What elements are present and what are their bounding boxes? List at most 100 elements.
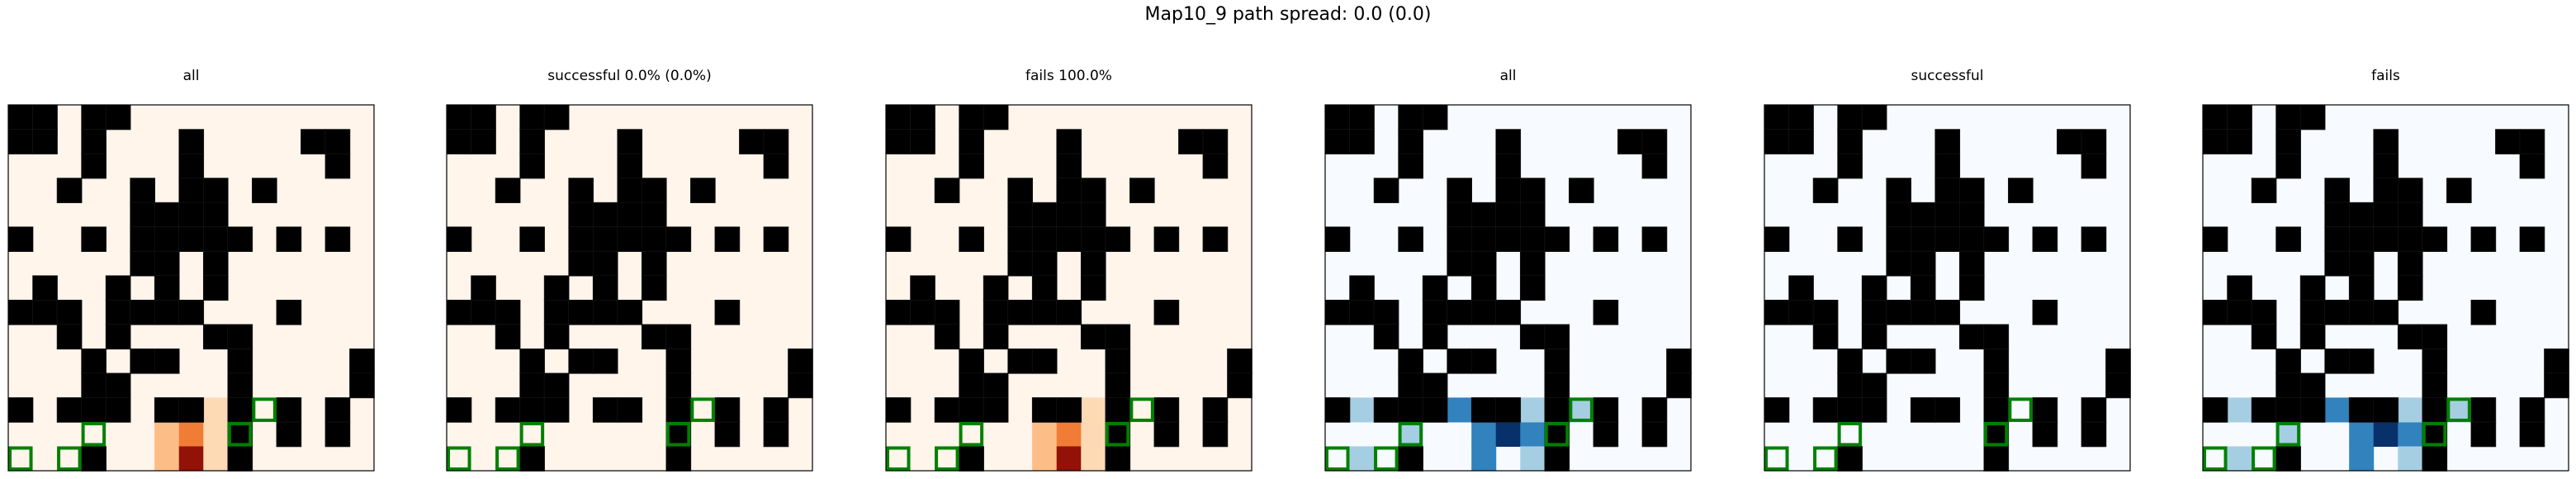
obstacle-cell (1153, 421, 1180, 448)
goal-outline (886, 446, 911, 472)
heat-cell (1032, 421, 1058, 447)
obstacle-cell (2373, 178, 2399, 203)
goal-outline (1837, 421, 1863, 447)
obstacle-cell (1495, 153, 1522, 179)
obstacle-cell (1349, 104, 1375, 130)
heat-cell (2446, 397, 2472, 423)
obstacle-cell (2057, 129, 2082, 154)
heat-cell (1471, 421, 1497, 447)
obstacle-cell (885, 104, 912, 130)
heat-cell (1081, 446, 1106, 472)
obstacle-cell (714, 421, 741, 448)
obstacle-cell (2275, 349, 2301, 374)
goal-outline (2008, 397, 2033, 422)
obstacle-cell (1398, 153, 1423, 179)
obstacle-cell (1324, 129, 1351, 154)
obstacle-cell (349, 372, 375, 399)
obstacle-cell (2032, 397, 2058, 423)
obstacle-cell (1202, 226, 1229, 252)
obstacle-cell (1202, 397, 1229, 423)
obstacle-cell (154, 275, 180, 301)
obstacle-cell (130, 349, 156, 374)
obstacle-cell (1837, 446, 1863, 472)
panel-title: fails 100.0% (1025, 68, 1112, 84)
obstacle-cell (617, 153, 643, 179)
obstacle-cell (1227, 349, 1252, 374)
obstacle-cell (1910, 299, 1936, 325)
obstacle-cell (56, 397, 83, 423)
obstacle-cell (1641, 226, 1668, 252)
obstacle-cell (519, 226, 545, 252)
obstacle-cell (2275, 129, 2301, 154)
obstacle-cell (592, 250, 618, 277)
obstacle-cell (2470, 226, 2497, 252)
obstacle-cell (1398, 372, 1423, 399)
obstacle-cell (543, 275, 570, 301)
obstacle-cell (519, 446, 545, 472)
obstacle-cell (2299, 397, 2326, 423)
obstacle-cell (1788, 275, 1814, 301)
obstacle-cell (959, 226, 984, 252)
heat-cell (1569, 397, 1594, 423)
obstacle-cell (105, 299, 131, 325)
obstacle-cell (2202, 104, 2228, 130)
obstacle-cell (2105, 349, 2131, 374)
obstacle-cell (1666, 349, 1692, 374)
obstacle-cell (959, 397, 984, 423)
obstacle-cell (1056, 226, 1082, 252)
goal-outline (1129, 397, 1154, 422)
obstacle-cell (227, 421, 253, 448)
obstacle-cell (2519, 153, 2545, 179)
obstacle-cell (1495, 202, 1522, 228)
obstacle-cell (1007, 226, 1033, 252)
heat-cell (154, 421, 180, 447)
obstacle-cell (202, 324, 229, 350)
obstacle-cell (1861, 299, 1887, 325)
obstacle-cell (592, 349, 618, 374)
obstacle-cell (2251, 299, 2277, 325)
obstacle-cell (2544, 372, 2569, 399)
obstacle-cell (32, 104, 58, 130)
panel-frame (446, 104, 813, 472)
obstacle-cell (32, 275, 58, 301)
obstacle-cell (202, 250, 229, 277)
heatmap-panel-2: successful 0.0% (0.0%) (446, 68, 813, 472)
obstacle-cell (130, 250, 156, 277)
obstacle-cell (178, 153, 205, 179)
obstacle-cell (2324, 226, 2351, 252)
obstacle-cell (1812, 397, 1839, 423)
obstacle-cell (130, 226, 156, 252)
heat-cell (1081, 397, 1106, 423)
obstacle-cell (1373, 299, 1399, 325)
obstacle-cell (1641, 421, 1668, 448)
obstacle-cell (2227, 104, 2252, 130)
obstacle-cell (1983, 226, 2010, 252)
obstacle-cell (178, 397, 205, 423)
obstacle-cell (2373, 397, 2399, 423)
obstacle-cell (959, 349, 984, 374)
obstacle-cell (7, 129, 34, 154)
obstacle-cell (2202, 226, 2228, 252)
obstacle-cell (1958, 178, 1985, 203)
obstacle-cell (7, 226, 34, 252)
obstacle-cell (227, 446, 253, 472)
obstacle-cell (519, 397, 545, 423)
obstacle-cell (202, 226, 229, 252)
obstacle-cell (1470, 226, 1497, 252)
obstacle-cell (2032, 299, 2058, 325)
obstacle-cell (1544, 446, 1570, 472)
obstacle-cell (2275, 397, 2301, 423)
goal-outline (81, 421, 107, 447)
heat-cell (1056, 421, 1082, 447)
goal-outline (2422, 421, 2447, 447)
obstacle-cell (2373, 202, 2399, 228)
obstacle-cell (154, 250, 180, 277)
obstacle-cell (1593, 421, 1619, 448)
obstacle-cell (592, 275, 618, 301)
obstacle-cell (2227, 299, 2252, 325)
obstacle-cell (1080, 324, 1106, 350)
heat-cell (1349, 397, 1375, 423)
obstacle-cell (1007, 202, 1033, 228)
obstacle-cell (2422, 397, 2448, 423)
obstacle-cell (2008, 178, 2034, 203)
